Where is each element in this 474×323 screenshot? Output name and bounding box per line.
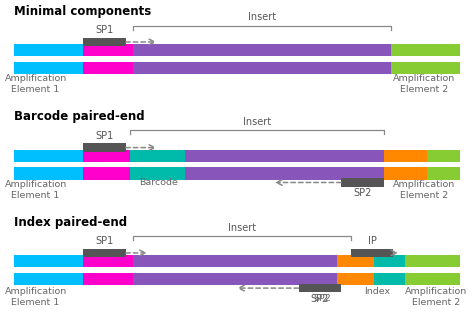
Text: Minimal components: Minimal components (14, 5, 152, 18)
Bar (341, 178, 384, 187)
Text: Amplification
Element 1: Amplification Element 1 (4, 287, 67, 307)
Bar (427, 167, 460, 180)
Text: SP1: SP1 (95, 236, 113, 246)
Text: Insert: Insert (248, 12, 276, 22)
Bar (384, 150, 427, 162)
Bar (427, 150, 460, 162)
Bar (337, 273, 374, 285)
Bar (14, 44, 83, 56)
Bar (337, 255, 374, 267)
Text: SP1: SP1 (95, 131, 113, 141)
Text: SP2: SP2 (313, 294, 331, 303)
Bar (133, 255, 337, 267)
Bar (14, 255, 83, 267)
Bar (14, 62, 83, 74)
Text: IP: IP (368, 236, 376, 246)
Bar (83, 150, 130, 162)
Bar (374, 255, 405, 267)
Bar (374, 273, 405, 285)
Bar (83, 255, 133, 267)
Bar (83, 38, 126, 46)
Bar (384, 167, 427, 180)
Bar (14, 150, 83, 162)
Text: Amplification
Element 2: Amplification Element 2 (393, 180, 456, 200)
Text: Amplification
Element 1: Amplification Element 1 (4, 74, 67, 94)
Bar (185, 167, 384, 180)
Bar (405, 255, 460, 267)
Bar (83, 62, 133, 74)
Text: Amplification
Element 1: Amplification Element 1 (4, 180, 67, 200)
Bar (299, 284, 341, 292)
Text: Amplification
Element 2: Amplification Element 2 (405, 287, 467, 307)
Text: Insert: Insert (243, 117, 271, 127)
Bar (83, 44, 133, 56)
Bar (14, 167, 83, 180)
Bar (133, 62, 391, 74)
Bar (391, 62, 460, 74)
Text: Barcode paired-end: Barcode paired-end (14, 110, 145, 123)
Bar (130, 167, 185, 180)
Text: Index: Index (364, 287, 390, 296)
Text: Amplification
Element 2: Amplification Element 2 (393, 74, 456, 94)
Text: SP2: SP2 (354, 188, 372, 198)
Text: Insert: Insert (228, 223, 256, 233)
Bar (133, 44, 391, 56)
Text: Barcode: Barcode (139, 178, 178, 187)
Bar (130, 150, 185, 162)
Bar (391, 44, 460, 56)
Bar (83, 273, 133, 285)
Bar (185, 150, 384, 162)
Text: SP1: SP1 (95, 25, 113, 35)
Bar (83, 167, 130, 180)
Bar (83, 143, 126, 152)
Bar (405, 273, 460, 285)
Bar (14, 273, 83, 285)
Text: Index paired-end: Index paired-end (14, 216, 128, 229)
Bar (351, 249, 393, 257)
Text: SP2: SP2 (311, 294, 329, 304)
Bar (83, 249, 126, 257)
Bar (133, 273, 337, 285)
